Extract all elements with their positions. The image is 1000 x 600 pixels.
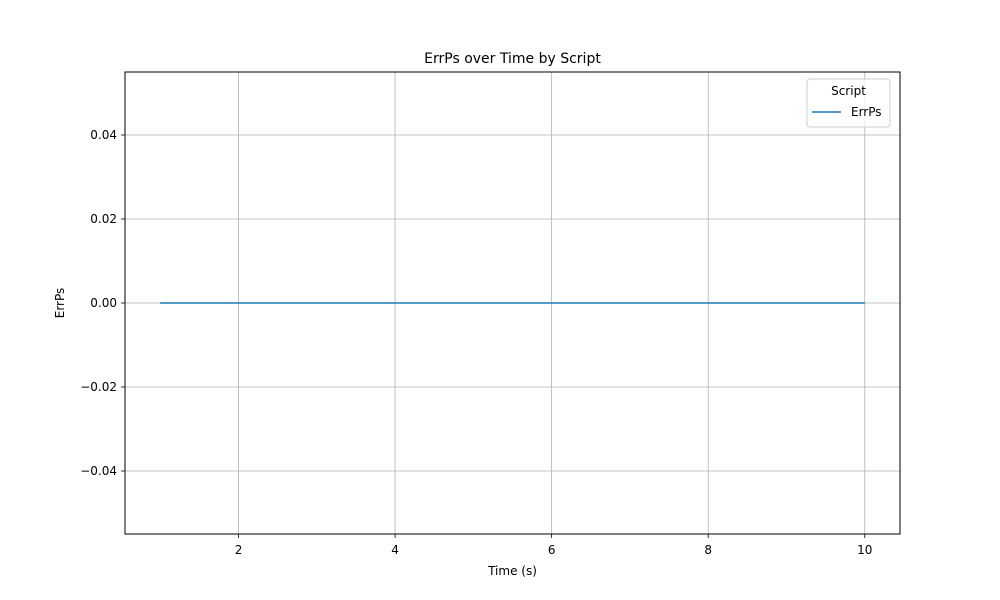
y-tick-label: 0.04 [90,128,117,142]
y-tick-label: 0.02 [90,212,117,226]
y-axis-label: ErrPs [53,288,67,319]
chart-title: ErrPs over Time by Script [424,51,601,67]
x-tick-label: 2 [235,543,243,557]
y-tick-label: −0.02 [80,380,117,394]
y-axis-ticks: −0.04 −0.02 0.00 0.02 0.04 [80,128,125,478]
y-tick-label: 0.00 [90,296,117,310]
x-tick-label: 6 [548,543,556,557]
legend-box [806,78,891,128]
legend-entry-label: ErrPs [851,105,882,119]
x-tick-label: 8 [704,543,712,557]
x-axis-label: Time (s) [487,564,537,578]
legend-entries: ErrPs [812,105,882,119]
x-axis-ticks: 2 4 6 8 10 [235,534,872,557]
y-tick-label: −0.04 [80,464,117,478]
legend: Script ErrPs [806,78,891,128]
x-tick-label: 10 [857,543,872,557]
x-tick-label: 4 [391,543,399,557]
legend-title: Script [831,84,866,98]
